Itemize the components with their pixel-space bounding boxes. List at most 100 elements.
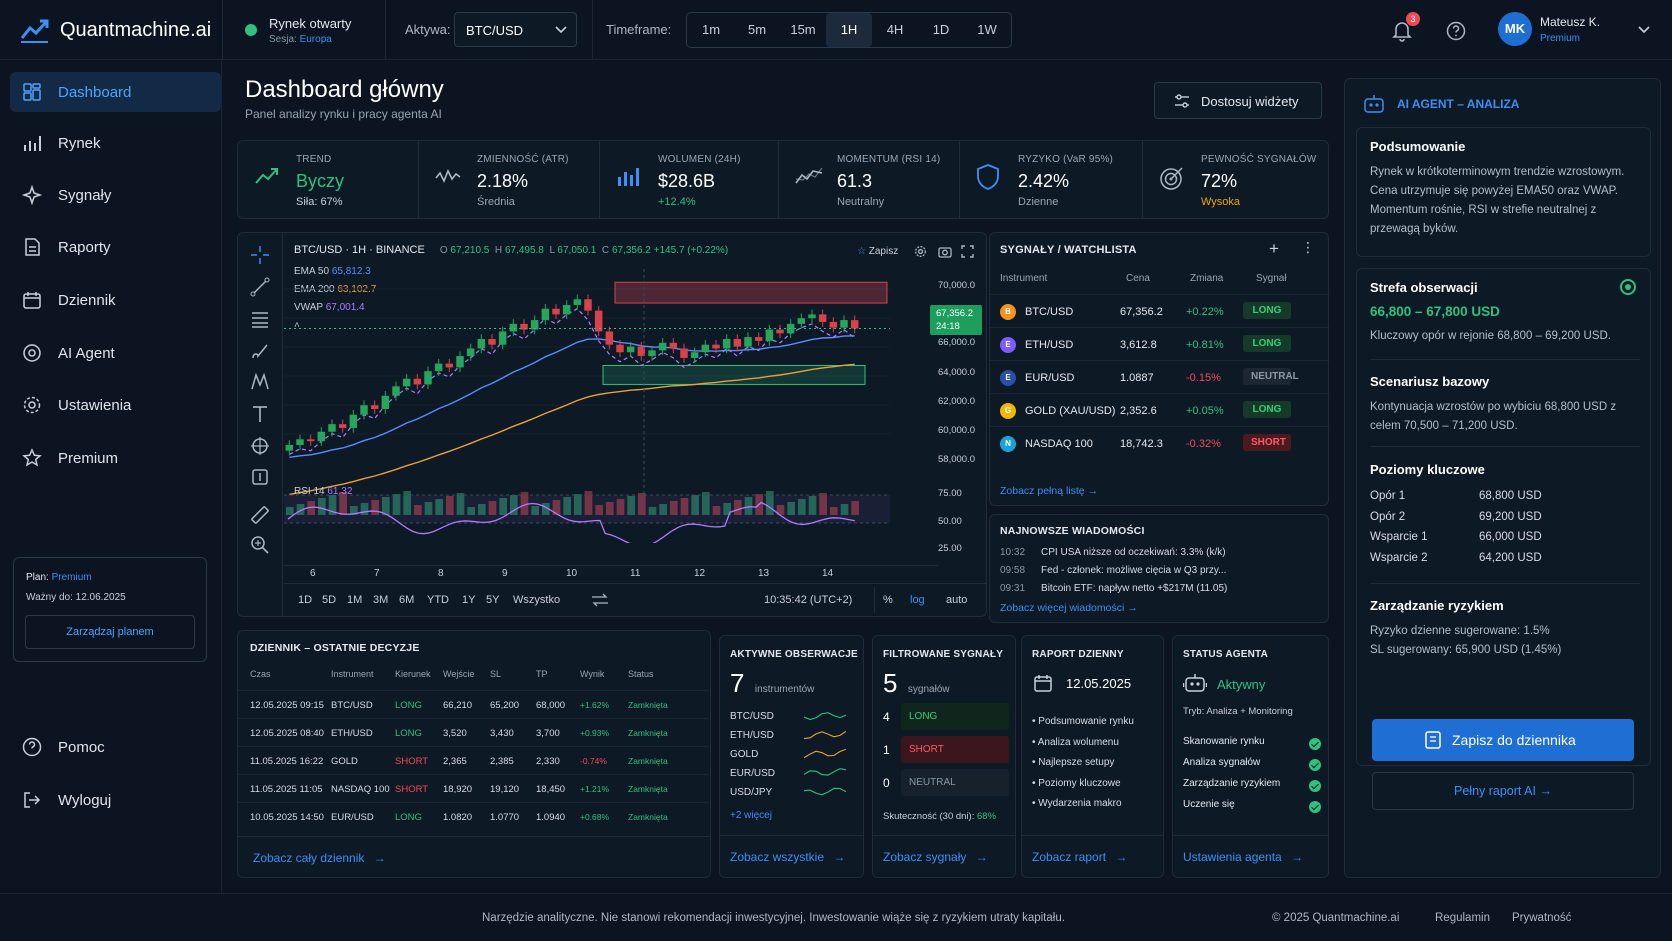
sidebar-item-sygnaly[interactable]: Sygnały <box>10 175 221 215</box>
observation-item[interactable]: USD/JPY <box>730 785 855 801</box>
candle[interactable] <box>456 356 464 368</box>
filtered-row-long[interactable]: 4 LONG <box>883 703 1009 730</box>
journal-row[interactable]: 11.05.2025 11:05 NASDAQ 100 SHORT 18,920 19,… <box>238 774 708 802</box>
chart-save-button[interactable]: ☆ Zapisz <box>857 246 898 257</box>
customize-widgets-button[interactable]: Dostosuj widżety <box>1154 82 1322 119</box>
filtered-row-short[interactable]: 1 SHORT <box>883 736 1009 763</box>
candle[interactable] <box>808 314 816 319</box>
candle[interactable] <box>370 405 379 410</box>
rsi-chart[interactable] <box>284 483 938 543</box>
observation-item[interactable]: EUR/USD <box>730 766 855 782</box>
observation-item[interactable]: BTC/USD <box>730 709 855 725</box>
logout-link[interactable]: Wyloguj <box>10 780 221 820</box>
observation-item[interactable]: GOLD <box>730 747 855 763</box>
candle[interactable] <box>541 308 550 321</box>
tf-1w[interactable]: 1W <box>977 22 997 37</box>
journal-row[interactable]: 12.05.2025 09:15 BTC/USD LONG 66,210 65,200 6… <box>238 690 708 718</box>
percent-toggle[interactable]: % <box>883 594 893 606</box>
price-chart[interactable] <box>284 269 984 515</box>
candle[interactable] <box>850 320 859 329</box>
crosshair-icon[interactable] <box>250 245 270 265</box>
sidebar-item-dashboard[interactable]: Dashboard <box>10 72 221 112</box>
tf-1d[interactable]: 1D <box>932 22 950 37</box>
more-icon[interactable]: ⋮ <box>1301 239 1315 255</box>
news-item[interactable]: 09:31 Bitcoin ETF: napływ netto +$217M (1… <box>1000 583 1227 594</box>
tf-5m[interactable]: 5m <box>747 22 767 37</box>
candle[interactable] <box>818 314 827 322</box>
range-all[interactable]: Wszystko <box>513 594 561 606</box>
candle[interactable] <box>829 321 838 328</box>
camera-icon[interactable] <box>938 245 952 258</box>
candle[interactable] <box>573 299 582 305</box>
candle[interactable] <box>605 331 614 345</box>
sidebar-item-ustawienia[interactable]: Ustawienia <box>10 385 221 425</box>
candle[interactable] <box>520 323 528 330</box>
trendline-icon[interactable] <box>250 277 270 297</box>
brush-icon[interactable] <box>250 341 270 361</box>
footer-terms-link[interactable]: Regulamin <box>1435 912 1490 924</box>
tf-15m[interactable]: 15m <box>790 22 816 37</box>
candle[interactable] <box>680 348 688 358</box>
daily-report-link[interactable]: Zobacz raport → <box>1032 850 1127 864</box>
range-ytd[interactable]: YTD <box>427 594 449 606</box>
signal-row[interactable]: E EUR/USD 1.0887 -0.15% NEUTRAL <box>990 360 1330 395</box>
full-journal-link[interactable]: Zobacz cały dziennik → <box>253 851 386 865</box>
text-icon[interactable] <box>250 404 270 424</box>
price-note-icon[interactable] <box>250 467 270 487</box>
journal-row[interactable]: 10.05.2025 14:50 EUR/USD LONG 1.0820 1.0770 1… <box>238 802 708 830</box>
ruler-icon[interactable] <box>250 505 270 525</box>
sidebar-item-premium[interactable]: Premium <box>10 438 221 478</box>
candle[interactable] <box>594 310 603 332</box>
full-ai-report-button[interactable]: Pełny raport AI → <box>1372 772 1634 810</box>
candle[interactable] <box>317 431 326 442</box>
signal-row[interactable]: B BTC/USD 67,356.2 +0.22% LONG <box>990 294 1330 329</box>
agent-settings-link[interactable]: Ustawienia agenta → <box>1183 850 1303 864</box>
add-icon[interactable]: + <box>1269 239 1279 258</box>
range-1m[interactable]: 1M <box>347 594 363 606</box>
observation-item[interactable]: ETH/USD <box>730 728 855 744</box>
filtered-row-neutral[interactable]: 0 NEUTRAL <box>883 769 1009 796</box>
pattern-icon[interactable] <box>250 372 270 392</box>
range-3m[interactable]: 3M <box>373 594 389 606</box>
manage-plan-button[interactable]: Zarządzaj planem <box>25 615 195 649</box>
sidebar-item-dziennik[interactable]: Dziennik <box>10 280 221 320</box>
candle[interactable] <box>285 444 294 451</box>
more-news-link[interactable]: Zobacz więcej wiadomości → <box>1000 602 1138 614</box>
candle[interactable] <box>445 363 454 368</box>
full-list-link[interactable]: Zobacz pełną listę → <box>1000 485 1098 497</box>
candle[interactable] <box>477 339 486 349</box>
candle[interactable] <box>349 414 358 428</box>
candle[interactable] <box>712 344 720 349</box>
auto-toggle[interactable]: auto <box>946 594 968 606</box>
candle[interactable] <box>562 304 571 315</box>
candle[interactable] <box>392 386 400 396</box>
candle[interactable] <box>360 405 368 415</box>
candle[interactable] <box>584 299 592 311</box>
candle[interactable] <box>338 424 347 428</box>
log-toggle[interactable]: log <box>910 594 925 606</box>
measure-target-icon[interactable] <box>250 436 270 456</box>
candle[interactable] <box>616 344 624 353</box>
news-item[interactable]: 09:58 Fed - członek: możliwe cięcia w Q3 … <box>1000 565 1226 576</box>
observations-more[interactable]: +2 więcej <box>730 810 772 821</box>
help-button[interactable] <box>1446 21 1466 41</box>
tf-1h[interactable]: 1H <box>826 13 872 47</box>
asset-select[interactable]: BTC/USD <box>454 12 577 47</box>
candle[interactable] <box>648 350 656 357</box>
resistance-zone[interactable] <box>614 281 888 304</box>
candle[interactable] <box>424 371 432 385</box>
signal-row[interactable]: N NASDAQ 100 18,742.3 -0.32% SHORT <box>990 426 1330 461</box>
all-observations-link[interactable]: Zobacz wszystkie → <box>730 850 845 864</box>
chevron-up-icon[interactable]: ˄ <box>294 320 300 331</box>
sidebar-item-ai-agent[interactable]: AI Agent <box>10 333 221 373</box>
candle[interactable] <box>658 342 667 351</box>
journal-row[interactable]: 11.05.2025 16:22 GOLD SHORT 2,365 2,385 2,330… <box>238 746 708 774</box>
gear-icon[interactable] <box>914 245 927 258</box>
fullscreen-icon[interactable] <box>961 245 974 258</box>
notifications-button[interactable]: 3 <box>1392 12 1420 45</box>
candle[interactable] <box>637 346 646 357</box>
candle[interactable] <box>328 424 336 432</box>
candle[interactable] <box>765 329 774 341</box>
candle[interactable] <box>381 395 390 410</box>
range-6m[interactable]: 6M <box>399 594 415 606</box>
